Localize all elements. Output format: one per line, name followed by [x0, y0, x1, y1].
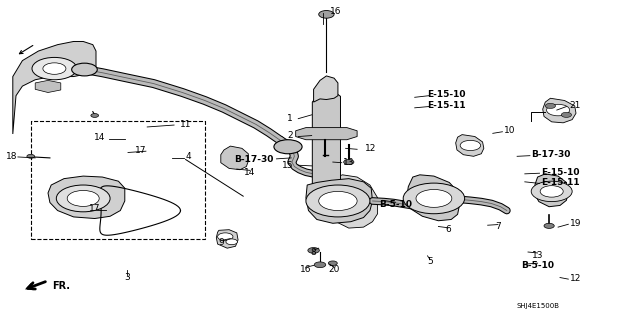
Polygon shape	[406, 175, 460, 221]
Circle shape	[545, 103, 556, 108]
Circle shape	[314, 262, 326, 268]
Circle shape	[308, 248, 319, 253]
Polygon shape	[48, 176, 125, 219]
Text: 5: 5	[428, 257, 433, 266]
Polygon shape	[456, 135, 484, 156]
Text: 6: 6	[445, 225, 451, 234]
Polygon shape	[296, 128, 357, 140]
Text: 19: 19	[570, 219, 581, 228]
Text: 16: 16	[330, 7, 341, 16]
Polygon shape	[534, 174, 568, 207]
Text: B-17-30: B-17-30	[531, 150, 571, 159]
Text: 9: 9	[218, 238, 223, 247]
Bar	[31, 121, 205, 239]
Polygon shape	[330, 175, 378, 228]
Polygon shape	[13, 41, 96, 134]
Circle shape	[544, 223, 554, 228]
Text: 17: 17	[89, 204, 100, 213]
Circle shape	[27, 154, 35, 158]
Circle shape	[56, 185, 110, 212]
Text: 2: 2	[287, 131, 293, 140]
Circle shape	[328, 261, 337, 265]
Text: 14: 14	[244, 168, 255, 177]
Polygon shape	[216, 230, 238, 248]
Circle shape	[226, 239, 237, 245]
Text: 20: 20	[328, 265, 340, 274]
Polygon shape	[306, 179, 372, 223]
Text: 13: 13	[343, 158, 355, 167]
Circle shape	[540, 186, 563, 197]
Circle shape	[32, 57, 77, 80]
Text: 18: 18	[6, 152, 17, 161]
Polygon shape	[543, 98, 576, 123]
Circle shape	[67, 190, 99, 206]
Text: E-15-10: E-15-10	[428, 90, 466, 99]
Polygon shape	[35, 80, 61, 93]
Text: 17: 17	[135, 146, 147, 155]
Text: 13: 13	[532, 251, 543, 260]
Text: 7: 7	[495, 222, 500, 231]
Text: B-5-10: B-5-10	[379, 200, 412, 209]
Text: 10: 10	[504, 126, 516, 135]
Text: E-15-11: E-15-11	[541, 178, 579, 187]
Text: 12: 12	[365, 144, 376, 153]
Circle shape	[531, 181, 572, 202]
Text: 16: 16	[300, 265, 312, 274]
Circle shape	[218, 233, 233, 241]
Text: 1: 1	[287, 114, 293, 122]
Circle shape	[344, 160, 354, 165]
Circle shape	[72, 63, 97, 76]
Circle shape	[460, 140, 481, 151]
Text: 15: 15	[282, 161, 293, 170]
Circle shape	[416, 189, 452, 207]
Text: 3: 3	[124, 273, 129, 282]
Circle shape	[547, 104, 570, 116]
Text: 14: 14	[93, 133, 105, 142]
Circle shape	[403, 183, 465, 214]
Circle shape	[561, 112, 572, 117]
Text: FR.: FR.	[52, 280, 70, 291]
Text: 4: 4	[186, 152, 191, 161]
Circle shape	[319, 11, 334, 18]
Text: 21: 21	[570, 101, 581, 110]
Text: E-15-10: E-15-10	[541, 168, 579, 177]
Text: SHJ4E1500B: SHJ4E1500B	[516, 303, 559, 308]
Text: B-5-10: B-5-10	[521, 261, 554, 270]
Polygon shape	[221, 146, 248, 170]
Polygon shape	[314, 76, 338, 102]
Circle shape	[43, 63, 66, 74]
Text: 11: 11	[180, 120, 191, 129]
Text: E-15-11: E-15-11	[428, 101, 466, 110]
Circle shape	[274, 140, 302, 154]
Text: 8: 8	[311, 248, 316, 256]
Polygon shape	[312, 91, 340, 189]
Circle shape	[306, 185, 370, 217]
Circle shape	[319, 191, 357, 211]
Circle shape	[91, 114, 99, 117]
Text: B-17-30: B-17-30	[234, 155, 274, 164]
Text: 12: 12	[570, 274, 581, 283]
